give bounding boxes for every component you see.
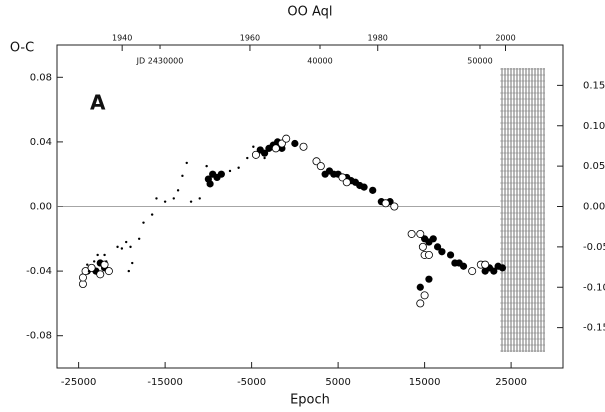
data-point (252, 145, 255, 148)
x-tick-label: 5000 (325, 377, 350, 388)
data-point (228, 169, 232, 173)
data-point (316, 162, 325, 171)
data-point (127, 269, 130, 273)
data-point (185, 161, 188, 165)
data-point (438, 248, 446, 256)
data-point (263, 156, 266, 160)
data-point (381, 199, 390, 208)
x-tick-label: -5000 (237, 377, 266, 388)
data-point (86, 263, 89, 266)
data-point (282, 134, 291, 143)
top-year-label: 1960 (240, 34, 260, 43)
data-point (120, 247, 124, 250)
data-point (416, 229, 425, 238)
x-tick-label: -25000 (61, 377, 96, 388)
data-point (189, 200, 193, 203)
data-point (155, 197, 158, 200)
data-point (291, 139, 299, 148)
top-year-label: 1980 (368, 34, 388, 43)
data-point (390, 202, 399, 211)
y2-tick-label: 0.10 (583, 121, 605, 132)
data-point (490, 267, 498, 275)
data-point (271, 144, 280, 153)
data-point (150, 213, 154, 216)
data-point (468, 267, 477, 276)
y2-tick-label: 0.05 (583, 161, 605, 172)
data-point (206, 180, 214, 188)
x-tick-label: 25000 (495, 377, 527, 388)
y-tick-label: 0.04 (30, 137, 52, 148)
data-point (198, 197, 201, 200)
jd-label: 40000 (307, 57, 332, 66)
data-point (92, 260, 96, 263)
data-point (416, 299, 425, 308)
y-tick-label: -0.08 (26, 331, 52, 342)
data-point (429, 235, 437, 243)
data-point (104, 267, 113, 276)
data-point (103, 253, 106, 257)
data-point (181, 174, 184, 178)
data-point (342, 178, 351, 187)
data-point (105, 260, 108, 263)
x-tick-label: 15000 (409, 377, 441, 388)
chart-title: OO Aql (287, 5, 332, 20)
data-point (360, 183, 368, 191)
data-point (137, 237, 141, 240)
data-point (481, 260, 490, 269)
data-point (205, 164, 208, 168)
top-year-label: 1940 (112, 34, 132, 43)
data-point (459, 262, 468, 270)
data-point (407, 229, 416, 238)
y2-tick-label: -0.15 (583, 323, 605, 334)
data-point (446, 251, 455, 259)
data-point (96, 270, 105, 279)
y-tick-label: 0.00 (30, 202, 52, 213)
data-point (217, 170, 225, 178)
y-tick-label: 0.08 (30, 72, 52, 83)
data-point (100, 260, 109, 269)
data-point (418, 242, 427, 251)
top-year-label: 2000 (495, 34, 515, 43)
data-point (116, 245, 119, 249)
data-point (251, 150, 260, 159)
data-point (87, 263, 96, 272)
panel-label: A (90, 91, 106, 115)
data-point (498, 264, 507, 272)
data-point (420, 291, 429, 300)
x-tick-label: -15000 (147, 377, 182, 388)
jd-label: JD 2430000 (136, 57, 184, 66)
y2-tick-label: 0.15 (583, 80, 605, 91)
x-axis-label: Epoch (290, 393, 330, 408)
data-point (246, 156, 249, 160)
data-point (163, 200, 167, 203)
data-point (425, 275, 433, 283)
y2-tick-label: -0.05 (583, 242, 605, 253)
data-point (142, 221, 145, 224)
data-point (87, 269, 91, 273)
y-axis-label: O-C (10, 41, 34, 56)
data-point (260, 149, 269, 157)
hatched-region (500, 68, 545, 352)
data-point (424, 250, 433, 259)
data-point (172, 197, 175, 200)
y2-tick-label: -0.10 (583, 282, 605, 293)
data-point (237, 166, 240, 169)
data-point (131, 261, 134, 265)
data-point (176, 189, 180, 192)
data-point (299, 142, 308, 151)
data-point (416, 283, 424, 291)
y2-tick-label: 0.00 (583, 202, 605, 213)
data-point (129, 245, 132, 249)
jd-label: 50000 (467, 57, 492, 66)
y-tick-label: -0.04 (26, 266, 52, 277)
data-point (369, 186, 377, 194)
data-point (124, 240, 128, 244)
data-point (433, 243, 442, 251)
data-point (96, 253, 99, 257)
